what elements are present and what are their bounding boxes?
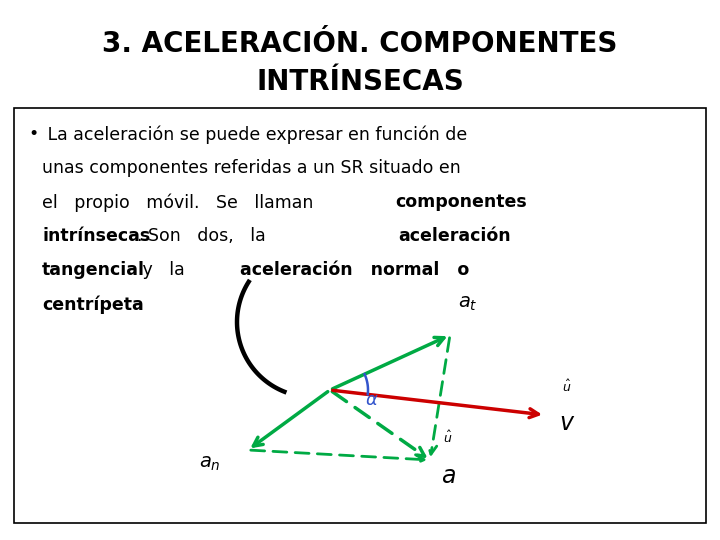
Text: $a$: $a$	[441, 464, 456, 488]
Text: centrípeta: centrípeta	[42, 295, 144, 314]
Text: $a_t$: $a_t$	[458, 294, 477, 313]
Text: . Son   dos,   la: . Son dos, la	[137, 227, 276, 245]
Text: tangencial: tangencial	[42, 261, 145, 279]
Text: •: •	[28, 125, 38, 143]
Text: $a_n$: $a_n$	[199, 454, 221, 473]
Text: aceleración   normal   o: aceleración normal o	[240, 261, 469, 279]
Text: 3. ACELERACIÓN. COMPONENTES: 3. ACELERACIÓN. COMPONENTES	[102, 30, 618, 58]
Text: aceleración: aceleración	[398, 227, 510, 245]
Text: $\hat{u}$: $\hat{u}$	[444, 430, 453, 446]
Text: INTRÍNSECAS: INTRÍNSECAS	[256, 68, 464, 96]
Text: el   propio   móvil.   Se   llaman: el propio móvil. Se llaman	[42, 193, 325, 212]
Bar	[14, 108, 706, 523]
Text: unas componentes referidas a un SR situado en: unas componentes referidas a un SR situa…	[42, 159, 461, 177]
Text: y   la: y la	[137, 261, 196, 279]
Text: intrínsecas: intrínsecas	[42, 227, 150, 245]
Text: .: .	[137, 295, 143, 313]
Text: $\hat{u}$: $\hat{u}$	[562, 379, 572, 395]
Text: componentes: componentes	[395, 193, 527, 211]
Text: $\alpha$: $\alpha$	[365, 391, 379, 409]
Text: La aceleración se puede expresar en función de: La aceleración se puede expresar en func…	[42, 125, 467, 144]
Text: $v$: $v$	[559, 411, 575, 435]
